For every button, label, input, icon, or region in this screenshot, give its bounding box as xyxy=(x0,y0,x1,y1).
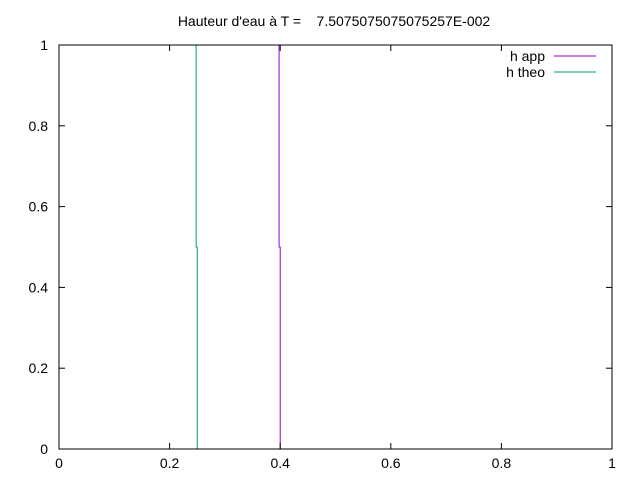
chart-title: Hauteur d'eau à T = 7.5075075075075257E-… xyxy=(178,13,491,29)
x-tick-label: 1 xyxy=(608,455,616,471)
y-tick-label: 0 xyxy=(40,441,48,457)
x-tick-label: 0.4 xyxy=(270,455,290,471)
axes-layer: 0 0.2 0.4 0.6 0.8 1 0 0.2 0.4 0.6 0.8 1 xyxy=(29,37,617,471)
legend-label: h theo xyxy=(506,64,545,80)
y-tick-label: 0.2 xyxy=(29,360,49,376)
legend-label: h app xyxy=(510,48,545,64)
series-line-h-app xyxy=(278,45,281,449)
y-tick-label: 0.8 xyxy=(29,118,49,134)
plot-frame xyxy=(58,44,613,450)
y-tick-label: 0.6 xyxy=(29,199,49,215)
series-line-h-theo xyxy=(195,45,198,449)
y-tick-label: 1 xyxy=(40,37,48,53)
x-tick-label: 0.2 xyxy=(160,455,180,471)
x-tick-label: 0.8 xyxy=(492,455,512,471)
y-tick-label: 0.4 xyxy=(29,279,49,295)
x-tick-label: 0 xyxy=(55,455,63,471)
series-layer xyxy=(195,45,281,449)
x-tick-label: 0.6 xyxy=(381,455,401,471)
